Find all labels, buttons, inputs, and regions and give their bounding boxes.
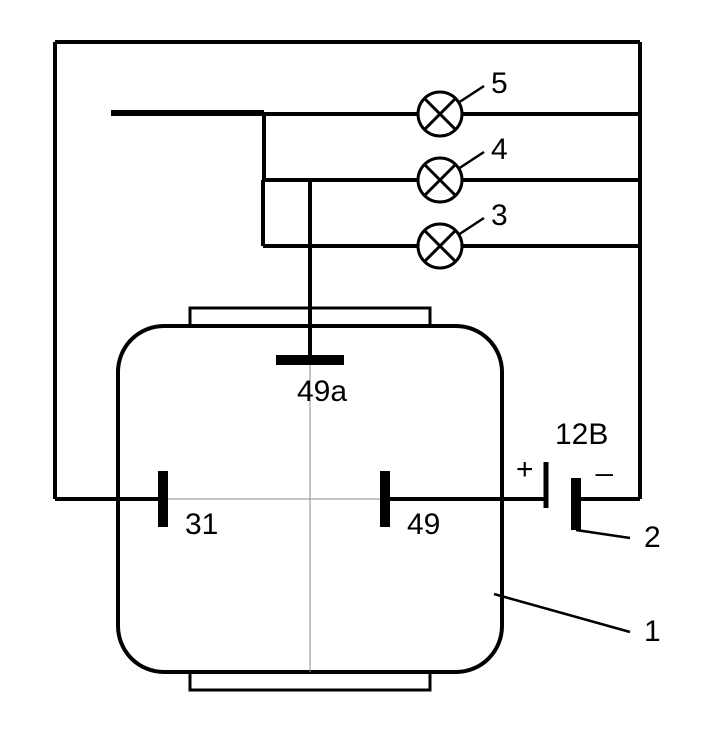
- terminal-49a: 49a: [276, 360, 347, 408]
- terminal-49-label: 49: [407, 508, 440, 541]
- lamp-5: 5: [111, 67, 640, 136]
- battery: 12B + _: [516, 418, 614, 530]
- terminal-31: 31: [163, 471, 218, 541]
- lamp-4: 4: [264, 133, 640, 202]
- lamp-5-label: 5: [491, 67, 508, 100]
- battery-minus: _: [595, 444, 614, 477]
- lamp-3-label: 3: [491, 199, 508, 232]
- callout-1: 1: [494, 594, 661, 648]
- lamp-3-leader: [458, 218, 484, 235]
- terminal-49a-label: 49a: [297, 375, 347, 408]
- relay-bottom-cap: [190, 672, 430, 690]
- lamp-5-leader: [458, 86, 484, 103]
- terminal-31-label: 31: [185, 508, 218, 541]
- terminal-49: 49: [385, 471, 440, 541]
- lamp-4-label: 4: [491, 133, 508, 166]
- lamp-4-leader: [458, 152, 484, 169]
- callout-2: 2: [576, 521, 661, 554]
- callout-1-label: 1: [644, 615, 661, 648]
- callout-2-label: 2: [644, 521, 661, 554]
- battery-plus: +: [516, 453, 534, 486]
